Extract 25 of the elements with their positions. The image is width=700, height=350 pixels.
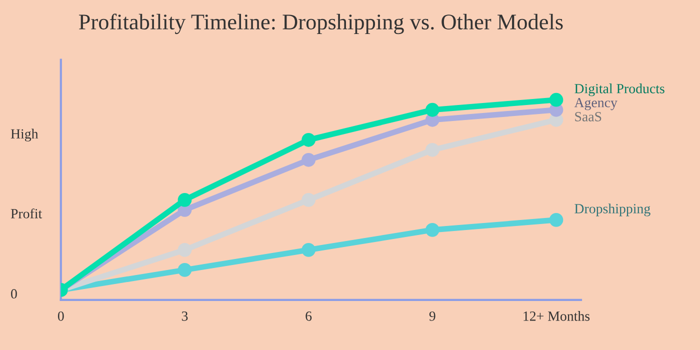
series-label: Digital Products bbox=[574, 84, 664, 96]
series-label: Dropshipping bbox=[574, 204, 650, 216]
series-label: Agency bbox=[574, 98, 618, 110]
text: High bbox=[10, 128, 38, 142]
point bbox=[425, 142, 440, 157]
point bbox=[549, 92, 564, 107]
x-tick-label: 12+ Months bbox=[524, 311, 590, 321]
point bbox=[425, 102, 440, 117]
point bbox=[178, 242, 192, 257]
point bbox=[178, 192, 192, 207]
chart-title: Profitability Timeline: Dropshipping vs. Other Models bbox=[78, 14, 563, 34]
x-tick-label: 6 bbox=[306, 312, 312, 321]
point bbox=[178, 262, 192, 277]
point bbox=[302, 192, 316, 207]
point bbox=[549, 212, 564, 227]
y-axis-title: Profit bbox=[10, 208, 42, 218]
series-label: SaaS bbox=[575, 112, 602, 122]
x-tick-label: 0 bbox=[58, 311, 64, 321]
x-tick-label: 3 bbox=[182, 312, 188, 321]
point bbox=[302, 132, 316, 147]
x-tick-label: 9 bbox=[429, 312, 436, 321]
point bbox=[302, 242, 316, 257]
text: 0 bbox=[11, 289, 17, 299]
point bbox=[302, 152, 316, 167]
point bbox=[425, 222, 440, 237]
